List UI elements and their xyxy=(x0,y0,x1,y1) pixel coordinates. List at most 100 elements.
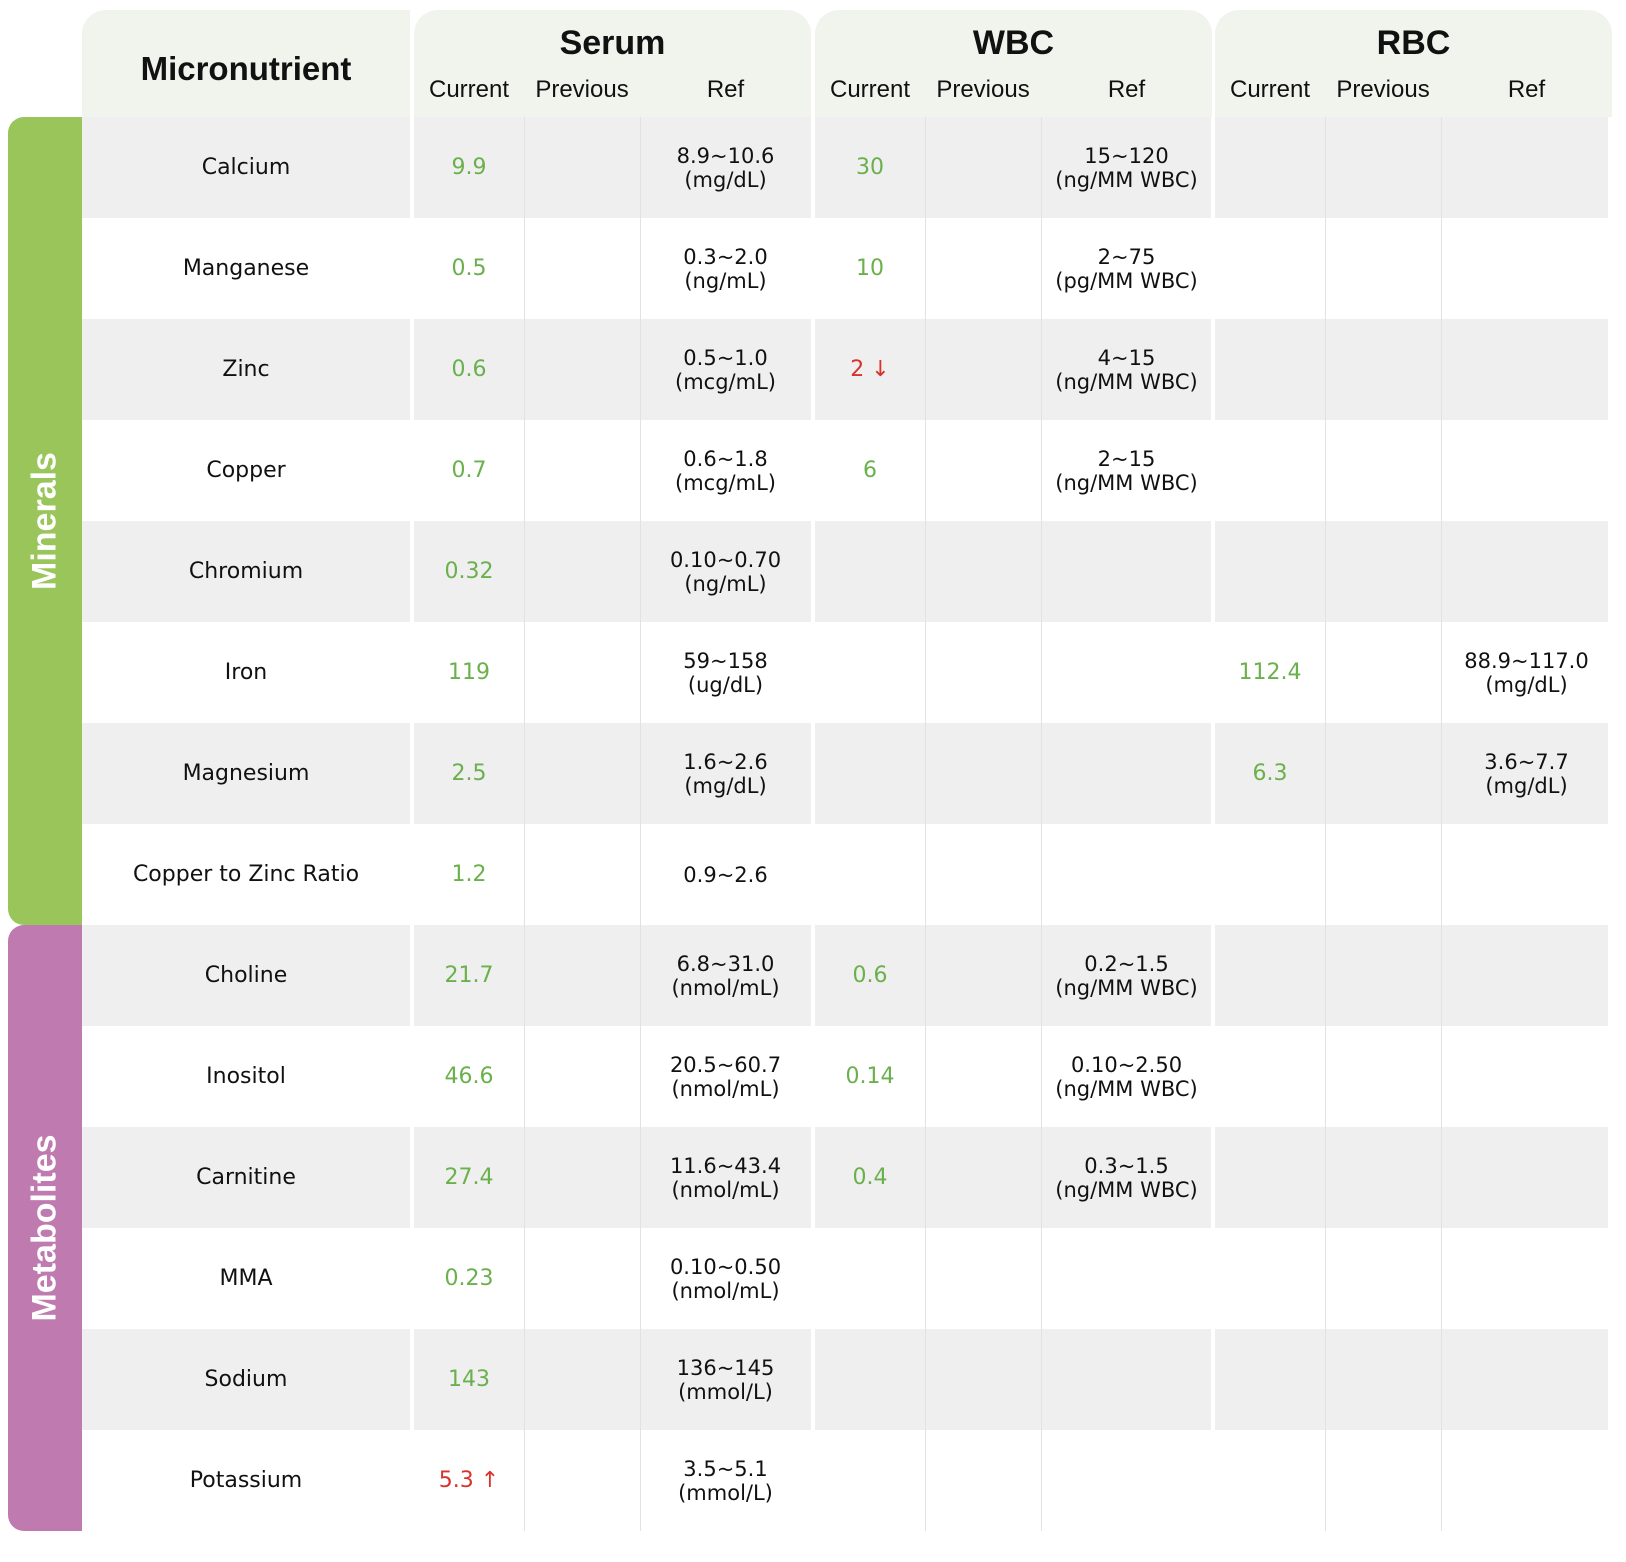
column-separator xyxy=(925,521,926,622)
column-separator xyxy=(524,420,525,521)
rbc-reference-range-value: 3.6~7.7 xyxy=(1484,749,1569,774)
wbc-current-value: 0.14 xyxy=(845,1064,895,1089)
column-separator xyxy=(524,1026,525,1127)
rbc-reference-range xyxy=(1441,117,1612,218)
column-separator xyxy=(1041,420,1042,521)
wbc-previous-value xyxy=(925,622,1041,723)
column-separator xyxy=(925,622,926,723)
micronutrient-name: MMA xyxy=(219,1266,273,1291)
serum-reference-range: 8.9~10.6 (mg/dL) xyxy=(640,117,811,218)
table-row: Magnesium 2.5 1.6~2.6 (mg/dL) 6.3 3.6~7.7 (mg/… xyxy=(82,723,1608,824)
serum-current-value: 9.9 xyxy=(451,155,487,180)
table-row: Potassium 5.3 ↑ 3.5~5.1 (mmol/L) xyxy=(82,1430,1608,1531)
column-separator xyxy=(1325,622,1326,723)
rbc-reference-range xyxy=(1441,1228,1612,1329)
column-separator xyxy=(1041,1026,1042,1127)
serum-reference-range-unit: (mcg/mL) xyxy=(675,369,776,394)
column-separator xyxy=(524,1430,525,1531)
column-separator xyxy=(1325,218,1326,319)
micronutrient-name: Choline xyxy=(204,963,288,988)
wbc-reference-range-value: 15~120 xyxy=(1084,143,1169,168)
serum-previous-value xyxy=(524,1329,640,1430)
table-row: Manganese 0.5 0.3~2.0 (ng/mL) 10 2~75 (pg/MM W… xyxy=(82,218,1608,319)
wbc-previous-value xyxy=(925,117,1041,218)
serum-reference-range-value: 1.6~2.6 xyxy=(683,749,768,774)
micronutrient-name: Sodium xyxy=(204,1367,288,1392)
rbc-reference-range xyxy=(1441,1026,1612,1127)
category-minerals: Minerals xyxy=(8,117,82,925)
serum-current-value: 143 xyxy=(448,1367,490,1392)
column-separator xyxy=(1441,117,1442,218)
divider-serum xyxy=(410,117,414,1531)
serum-current-value: 0.6 xyxy=(451,357,487,382)
wbc-previous-value xyxy=(925,1127,1041,1228)
serum-reference-range-value: 20.5~60.7 xyxy=(669,1052,782,1077)
serum-reference-range: 6.8~31.0 (nmol/mL) xyxy=(640,925,811,1026)
wbc-reference-range-unit: (ng/MM WBC) xyxy=(1055,167,1198,192)
serum-reference-range-value: 0.5~1.0 xyxy=(683,345,768,370)
rbc-previous-value xyxy=(1325,1430,1441,1531)
serum-reference-range: 136~145 (mmol/L) xyxy=(640,1329,811,1430)
column-separator xyxy=(1325,521,1326,622)
column-separator xyxy=(925,1127,926,1228)
wbc-ref-header: Ref xyxy=(1107,76,1146,103)
divider-rbc xyxy=(1211,117,1215,1531)
category-metabolites: Metabolites xyxy=(8,925,82,1531)
table-row: Chromium 0.32 0.10~0.70 (ng/mL) xyxy=(82,521,1608,622)
column-separator xyxy=(1441,824,1442,925)
divider-wbc xyxy=(811,117,815,1531)
serum-reference-range: 0.10~0.70 (ng/mL) xyxy=(640,521,811,622)
wbc-reference-range: 0.10~2.50 (ng/MM WBC) xyxy=(1041,1026,1212,1127)
column-separator xyxy=(640,1127,641,1228)
column-separator xyxy=(925,1430,926,1531)
rbc-previous-value xyxy=(1325,319,1441,420)
column-separator xyxy=(640,723,641,824)
wbc-reference-range xyxy=(1041,1329,1212,1430)
serum-reference-range: 0.5~1.0 (mcg/mL) xyxy=(640,319,811,420)
rbc-current-value xyxy=(1215,218,1325,319)
column-separator xyxy=(524,1228,525,1329)
serum-reference-range: 0.6~1.8 (mcg/mL) xyxy=(640,420,811,521)
column-separator xyxy=(1041,1430,1042,1531)
wbc-reference-range xyxy=(1041,824,1212,925)
serum-previous-value xyxy=(524,521,640,622)
rbc-reference-range xyxy=(1441,521,1612,622)
wbc-current-value xyxy=(815,521,925,622)
serum-previous-value xyxy=(524,925,640,1026)
serum-reference-range-unit: (nmol/mL) xyxy=(671,975,780,1000)
wbc-reference-range-unit: (ng/MM WBC) xyxy=(1055,1076,1198,1101)
column-separator xyxy=(925,319,926,420)
serum-reference-range-unit: (mmol/L) xyxy=(678,1480,773,1505)
wbc-current-value: 0.4 xyxy=(852,1165,888,1190)
wbc-previous-header: Previous xyxy=(936,76,1030,103)
rbc-previous-header: Previous xyxy=(1336,76,1430,103)
wbc-reference-range-value: 0.2~1.5 xyxy=(1084,951,1169,976)
wbc-reference-range: 0.3~1.5 (ng/MM WBC) xyxy=(1041,1127,1212,1228)
column-separator xyxy=(524,622,525,723)
table-row: MMA 0.23 0.10~0.50 (nmol/mL) xyxy=(82,1228,1608,1329)
wbc-current-value: 6 xyxy=(863,458,877,483)
serum-reference-range-value: 6.8~31.0 xyxy=(676,951,775,976)
serum-reference-range-unit: (ng/mL) xyxy=(684,268,767,293)
serum-previous-value xyxy=(524,1127,640,1228)
column-separator xyxy=(1441,1026,1442,1127)
column-separator xyxy=(1441,925,1442,1026)
rbc-previous-value xyxy=(1325,1026,1441,1127)
column-separator xyxy=(1441,1228,1442,1329)
serum-previous-value xyxy=(524,824,640,925)
serum-previous-value xyxy=(524,1026,640,1127)
column-separator xyxy=(524,218,525,319)
rbc-previous-value xyxy=(1325,1228,1441,1329)
serum-reference-range-unit: (nmol/mL) xyxy=(671,1278,780,1303)
column-separator xyxy=(1441,420,1442,521)
column-separator xyxy=(1325,723,1326,824)
micronutrient-name: Copper to Zinc Ratio xyxy=(132,862,360,887)
column-separator xyxy=(1441,1127,1442,1228)
rbc-current-value: 112.4 xyxy=(1238,660,1302,685)
serum-current-value: 21.7 xyxy=(444,963,494,988)
serum-reference-range: 11.6~43.4 (nmol/mL) xyxy=(640,1127,811,1228)
header-wbc: WBC Current Previous Ref xyxy=(815,10,1212,117)
column-separator xyxy=(1041,117,1042,218)
table-row: Copper 0.7 0.6~1.8 (mcg/mL) 6 2~15 (ng/MM WBC) xyxy=(82,420,1608,521)
serum-reference-range-value: 0.3~2.0 xyxy=(683,244,768,269)
